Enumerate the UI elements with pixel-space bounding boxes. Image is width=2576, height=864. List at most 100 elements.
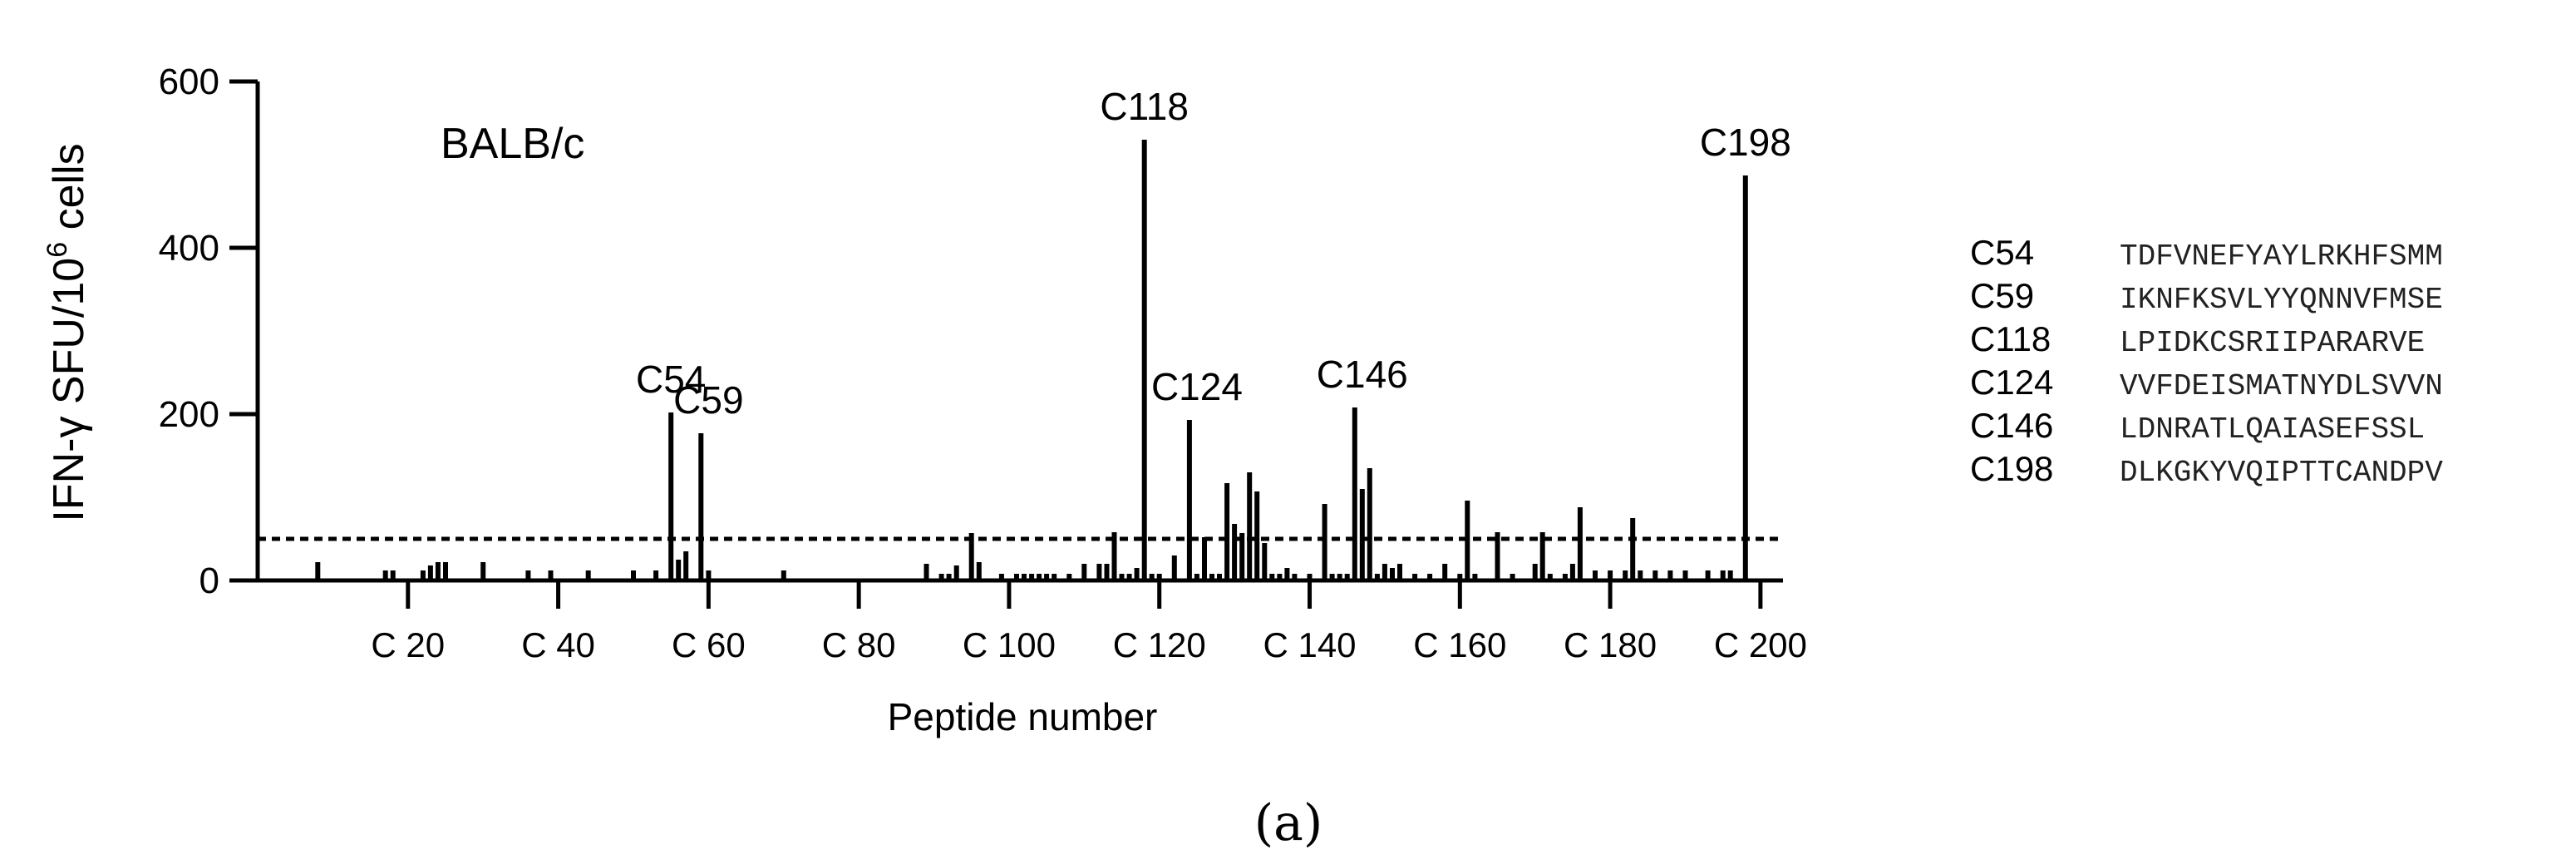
x-tick-label: C 160	[1413, 625, 1506, 664]
peptide-id: C118	[1970, 319, 2051, 358]
peptide-id: C146	[1970, 406, 2053, 445]
bar	[1284, 568, 1290, 580]
peptide-id: C198	[1970, 449, 2053, 488]
peptide-id: C59	[1970, 276, 2034, 315]
x-tick-label: C 40	[521, 625, 595, 664]
bar	[1374, 574, 1380, 580]
bar	[1465, 501, 1470, 580]
axes-group	[255, 81, 1783, 583]
bar	[1397, 564, 1402, 580]
bar	[1119, 574, 1125, 580]
bar	[1141, 140, 1147, 580]
bar	[1104, 564, 1110, 580]
bar	[1472, 574, 1478, 580]
bar	[1727, 570, 1733, 580]
bar	[1329, 574, 1335, 580]
bar	[1037, 574, 1042, 580]
bar	[1014, 574, 1019, 580]
bar	[924, 564, 929, 580]
peptide-sequence-table: C54 TDFVNEFYAYLRKHFSMM C59 IKNFKSVLYYQNNVFM…	[1970, 233, 2443, 490]
bar	[1239, 533, 1245, 580]
bar	[1209, 574, 1214, 580]
peptide-id: C124	[1970, 363, 2053, 402]
bar	[480, 562, 486, 580]
bar	[1682, 570, 1688, 580]
bar	[435, 562, 441, 580]
bar	[1457, 574, 1463, 580]
bar	[976, 562, 982, 580]
bar	[1081, 564, 1087, 580]
x-tick-label: C 60	[672, 625, 746, 664]
peptide-id: C54	[1970, 233, 2034, 272]
peak-annotation: C198	[1700, 121, 1791, 164]
bar	[1359, 489, 1365, 580]
bar	[1134, 568, 1140, 580]
bar	[1269, 574, 1275, 580]
bar	[1052, 574, 1057, 580]
peak-annotation: C54	[636, 358, 706, 401]
x-axis-label: Peptide number	[888, 695, 1158, 738]
y-axis-label: IFN-γ SFU/106 cells	[42, 143, 93, 521]
bar	[1569, 564, 1575, 580]
bar	[1096, 564, 1102, 580]
bar	[443, 562, 448, 580]
peptide-sequence: LDNRATLQAIASEFSSL	[2120, 412, 2425, 447]
bar	[1352, 407, 1357, 580]
y-tick-label: 600	[159, 62, 219, 102]
bar	[1577, 507, 1583, 580]
bar	[1412, 574, 1418, 580]
bar	[390, 570, 396, 580]
y-tick-label: 0	[199, 560, 219, 601]
bar	[1322, 504, 1327, 580]
bar	[1149, 574, 1155, 580]
bar	[1186, 420, 1192, 580]
bar	[1367, 468, 1372, 580]
bar	[1442, 564, 1448, 580]
bar	[1022, 574, 1027, 580]
bar	[1382, 564, 1387, 580]
y-axis-label-superscript: 6	[42, 242, 73, 258]
bar	[1029, 574, 1035, 580]
bar	[1232, 524, 1238, 580]
x-tick-label: C 80	[822, 625, 896, 664]
bar	[1292, 574, 1298, 580]
bar	[1307, 574, 1313, 580]
bar	[1044, 574, 1050, 580]
x-tick-label: C 100	[963, 625, 1056, 664]
bar	[946, 574, 952, 580]
bar	[1539, 532, 1545, 580]
y-tick-label: 200	[159, 394, 219, 435]
bar	[315, 562, 321, 580]
peptide-sequence: VVFDEISMATNYDLSVVN	[2120, 369, 2443, 403]
bar	[1652, 570, 1658, 580]
y-ticks-group: 0 200 400 600	[159, 62, 258, 601]
bar	[1608, 570, 1613, 580]
bar	[1623, 570, 1628, 580]
x-tick-label: C 200	[1714, 625, 1807, 664]
x-ticks-group: C 20 C 40 C 60 C 80 C 100 C 120 C 140 C 160 C 18…	[371, 580, 1807, 664]
bar	[998, 574, 1004, 580]
bar	[1720, 570, 1726, 580]
bar	[1742, 175, 1748, 580]
x-tick-label: C 20	[371, 625, 445, 664]
bar	[1344, 574, 1350, 580]
bar	[683, 551, 689, 580]
peak-annotation: C118	[1100, 85, 1189, 128]
peptide-sequence: DLKGKYVQIPTTCANDPV	[2120, 456, 2443, 490]
bar	[382, 570, 388, 580]
bar	[968, 533, 974, 580]
bar	[938, 574, 944, 580]
bar	[585, 570, 591, 580]
bar	[1254, 491, 1260, 580]
bar	[1667, 570, 1673, 580]
x-tick-label: C 140	[1263, 625, 1356, 664]
bar	[1194, 574, 1199, 580]
bar	[1224, 483, 1230, 580]
peptide-sequence: TDFVNEFYAYLRKHFSMM	[2120, 239, 2443, 274]
bar	[1247, 472, 1253, 580]
y-axis-label-tail: cells	[45, 143, 93, 241]
bars-group	[315, 140, 1748, 580]
bar	[1630, 518, 1636, 580]
peptide-sequence: LPIDKCSRIIPARARVE	[2120, 326, 2425, 360]
